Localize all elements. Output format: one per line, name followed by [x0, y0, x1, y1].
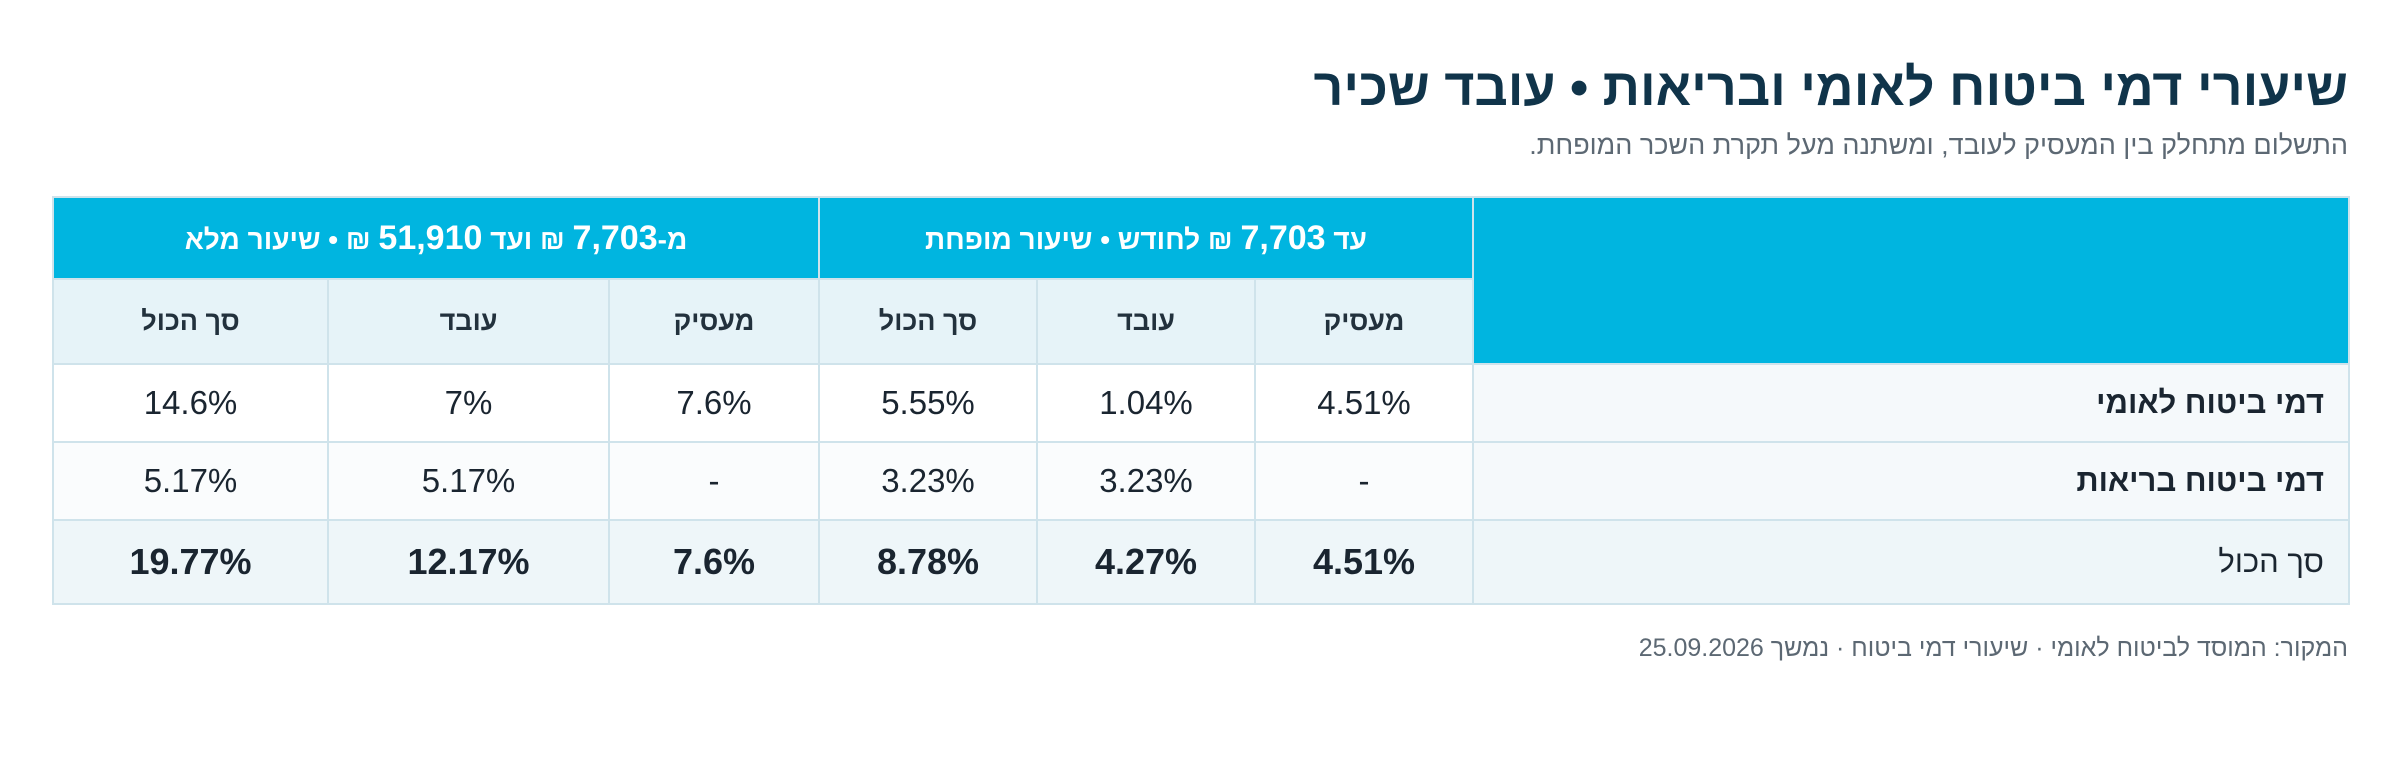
table-row-total: סך הכול 4.51% 4.27% 8.78% 7.6% 12.17% 19…	[52, 519, 2350, 605]
column-header-row: מעסיק עובד סך הכול מעסיק עובד סך הכול	[52, 278, 2349, 365]
group-reduced-amount: 7,703	[1240, 218, 1326, 257]
header-corner-cell	[1472, 196, 2350, 365]
group-full-middle: ₪ ועד	[482, 223, 573, 255]
table-row-health-insurance: דמי ביטוח בריאות - 3.23% 3.23% - 5.17% 5…	[52, 441, 2350, 521]
group-reduced-prefix: עד	[1325, 223, 1367, 255]
table-cell: 4.51%	[1254, 363, 1474, 443]
table-cell: 5.55%	[818, 363, 1038, 443]
column-header: מעסיק	[1254, 278, 1474, 365]
row-label: סך הכול	[1472, 519, 2350, 605]
group-full-suffix: ₪ • שיעור מלא	[184, 223, 379, 255]
rates-table: עד 7,703 ₪ לחודש • שיעור מופחת מ-7,703 ₪…	[52, 196, 2350, 605]
row-label: דמי ביטוח לאומי	[1472, 363, 2350, 443]
table-cell: 14.6%	[52, 363, 329, 443]
table-cell: -	[608, 441, 820, 521]
table-cell: 7%	[327, 363, 610, 443]
page-title: שיעורי דמי ביטוח לאומי ובריאות • עובד שכ…	[1313, 59, 2348, 117]
row-label: דמי ביטוח בריאות	[1472, 441, 2350, 521]
table-cell: 1.04%	[1036, 363, 1256, 443]
group-header-reduced: עד 7,703 ₪ לחודש • שיעור מופחת	[818, 196, 1474, 280]
table-cell: 3.23%	[818, 441, 1038, 521]
column-header: עובד	[1036, 278, 1256, 365]
column-header: סך הכול	[818, 278, 1038, 365]
table-cell: 3.23%	[1036, 441, 1256, 521]
table-cell: 7.6%	[608, 363, 820, 443]
group-full-prefix: מ-	[657, 223, 688, 255]
group-full-amount-from: 7,703	[572, 218, 658, 257]
table-row-national-insurance: דמי ביטוח לאומי 4.51% 1.04% 5.55% 7.6% 7…	[52, 363, 2350, 443]
table-cell: 5.17%	[52, 441, 329, 521]
table-cell-total: 4.51%	[1254, 519, 1474, 605]
table-cell-total: 12.17%	[327, 519, 610, 605]
table-cell: 5.17%	[327, 441, 610, 521]
page-subtitle: התשלום מתחלק בין המעסיק לעובד, ומשתנה מע…	[1529, 130, 2348, 160]
table-cell-total: 4.27%	[1036, 519, 1256, 605]
table-cell-total: 19.77%	[52, 519, 329, 605]
group-reduced-suffix: ₪ לחודש • שיעור מופחת	[925, 223, 1241, 255]
column-header: מעסיק	[608, 278, 820, 365]
group-header-full: מ-7,703 ₪ ועד 51,910 ₪ • שיעור מלא	[52, 196, 820, 280]
table-cell-total: 8.78%	[818, 519, 1038, 605]
table-cell-total: 7.6%	[608, 519, 820, 605]
group-header-row: עד 7,703 ₪ לחודש • שיעור מופחת מ-7,703 ₪…	[52, 196, 2350, 365]
column-header: עובד	[327, 278, 610, 365]
column-header: סך הכול	[52, 278, 329, 365]
group-full-amount-to: 51,910	[378, 218, 483, 257]
source-note: המקור: המוסד לביטוח לאומי · שיעורי דמי ב…	[1638, 634, 2348, 662]
table-cell: -	[1254, 441, 1474, 521]
